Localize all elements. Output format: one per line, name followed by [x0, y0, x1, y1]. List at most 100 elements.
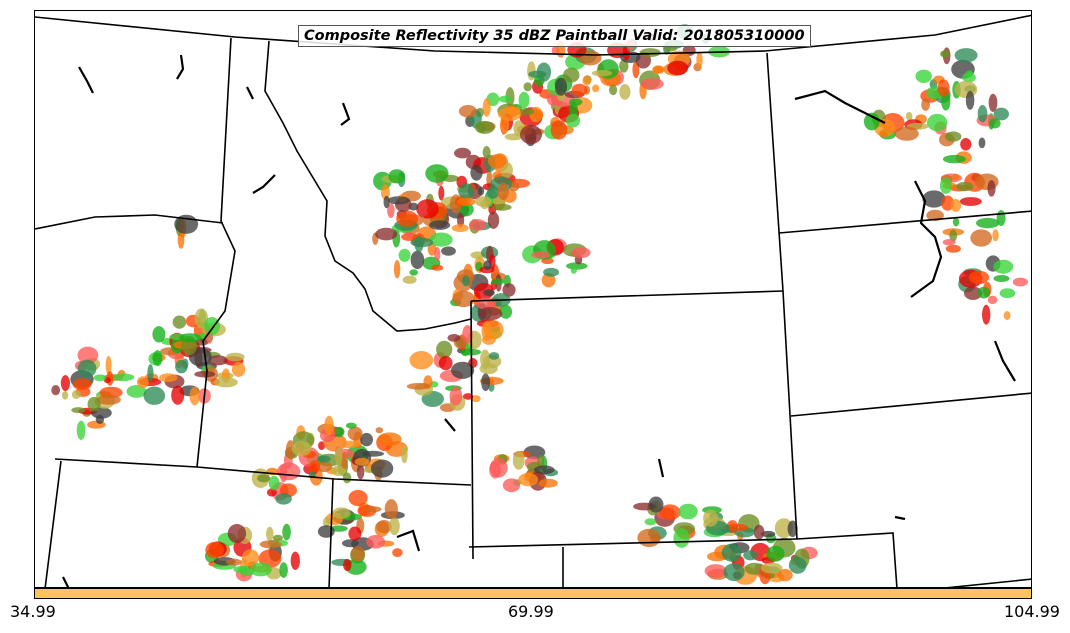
reflectivity-blob	[619, 59, 629, 73]
border-wy-south	[468, 538, 798, 548]
reflectivity-blob	[93, 374, 107, 382]
reflectivity-blob	[965, 70, 973, 78]
reflectivity-blob	[257, 474, 271, 483]
reflectivity-blob	[788, 556, 807, 574]
reflectivity-blob	[993, 107, 1009, 121]
border-id-south	[54, 458, 472, 486]
reflectivity-blob	[147, 364, 154, 382]
reflectivity-blob	[512, 450, 525, 470]
reflectivity-blob	[348, 489, 368, 507]
reflectivity-blob	[619, 84, 631, 100]
reflectivity-blob	[279, 562, 288, 578]
reflectivity-blob	[401, 445, 408, 464]
reflectivity-blob	[380, 184, 390, 201]
reflectivity-blob	[721, 543, 742, 562]
reflectivity-blob	[571, 83, 588, 97]
reflectivity-blob	[483, 260, 492, 270]
reflectivity-blob	[952, 173, 960, 180]
reflectivity-blob	[340, 440, 360, 449]
reflectivity-blob	[591, 70, 613, 77]
reflectivity-blob	[491, 278, 505, 285]
reflectivity-blob	[317, 525, 335, 538]
reflectivity-blob	[452, 290, 475, 308]
reflectivity-blob	[214, 377, 238, 388]
reflectivity-blob	[479, 363, 498, 375]
reflectivity-blob	[565, 113, 581, 128]
reflectivity-blob	[673, 528, 690, 548]
reflectivity-blob	[482, 98, 491, 117]
reflectivity-blob	[365, 506, 382, 513]
reflectivity-blob	[331, 465, 347, 476]
reflectivity-blob	[977, 105, 988, 123]
reflectivity-blob	[999, 288, 1016, 298]
reflectivity-blob	[653, 66, 664, 74]
reflectivity-blob	[937, 79, 950, 97]
reflectivity-blob	[457, 212, 465, 228]
reflectivity-blob	[987, 180, 996, 197]
reflectivity-blob	[316, 461, 333, 473]
reflectivity-blob	[921, 98, 930, 111]
reflectivity-blob	[678, 503, 698, 520]
reflectivity-blob	[259, 540, 282, 549]
reflectivity-blob	[447, 334, 461, 342]
reflectivity-blob	[226, 558, 242, 566]
reflectivity-blob	[725, 523, 749, 532]
reflectivity-blob	[965, 91, 975, 110]
reflectivity-blob	[171, 385, 185, 405]
reflectivity-blob	[61, 391, 69, 400]
reflectivity-blob	[497, 182, 509, 201]
reflectivity-blob	[189, 386, 200, 406]
reflectivity-blob	[523, 82, 532, 92]
reflectivity-blob	[438, 356, 453, 371]
reflectivity-blob	[341, 452, 348, 469]
reflectivity-blob	[392, 548, 403, 558]
reflectivity-blob	[470, 164, 483, 181]
reflectivity-blob	[922, 190, 946, 208]
reflectivity-blob	[977, 286, 991, 299]
reflectivity-blob	[285, 440, 295, 460]
reflectivity-blob	[483, 289, 495, 297]
reflectivity-blob	[458, 183, 475, 200]
reflectivity-blob	[342, 472, 352, 484]
reflectivity-blob	[982, 304, 991, 325]
border-ne-ks	[796, 532, 898, 587]
reflectivity-blob	[777, 568, 793, 582]
reflectivity-blob	[377, 432, 402, 447]
reflectivity-blob	[543, 267, 560, 277]
reflectivity-blob	[268, 475, 280, 491]
reflectivity-blob	[488, 352, 500, 360]
reflectivity-blob	[366, 535, 386, 549]
reflectivity-blob	[87, 397, 101, 412]
reflectivity-blob	[520, 125, 542, 145]
reflectivity-blob	[787, 520, 798, 538]
reflectivity-blob	[644, 518, 657, 526]
reflectivity-blob	[537, 455, 545, 469]
reflectivity-blob	[988, 93, 998, 112]
reflectivity-blob	[993, 259, 1014, 274]
reflectivity-blob	[554, 77, 568, 96]
reflectivity-blob	[431, 264, 444, 271]
reflectivity-blob	[332, 507, 351, 519]
reflectivity-blob	[538, 478, 558, 488]
reflectivity-blob	[487, 211, 500, 229]
reflectivity-blob	[499, 304, 513, 319]
reflectivity-map	[35, 14, 1031, 587]
reflectivity-blob	[416, 199, 439, 219]
reflectivity-blob	[566, 262, 588, 270]
reflectivity-blob	[753, 524, 765, 540]
reflectivity-blob	[290, 551, 300, 570]
reflectivity-blob	[387, 196, 410, 205]
reflectivity-blob	[507, 106, 521, 115]
reflectivity-blob	[227, 524, 247, 543]
reflectivity-blob	[987, 295, 998, 305]
colorbar-tick-mid: 69.99	[508, 602, 554, 621]
reflectivity-blob	[978, 137, 986, 149]
reflectivity-blob	[159, 373, 178, 382]
reflectivity-blob	[208, 355, 228, 366]
reflectivity-blob	[905, 111, 913, 121]
reflectivity-blob	[60, 375, 70, 392]
reflectivity-blob	[233, 566, 248, 573]
reflectivity-blob	[941, 50, 949, 57]
reflectivity-blob	[384, 499, 398, 519]
reflectivity-blob	[172, 315, 187, 329]
